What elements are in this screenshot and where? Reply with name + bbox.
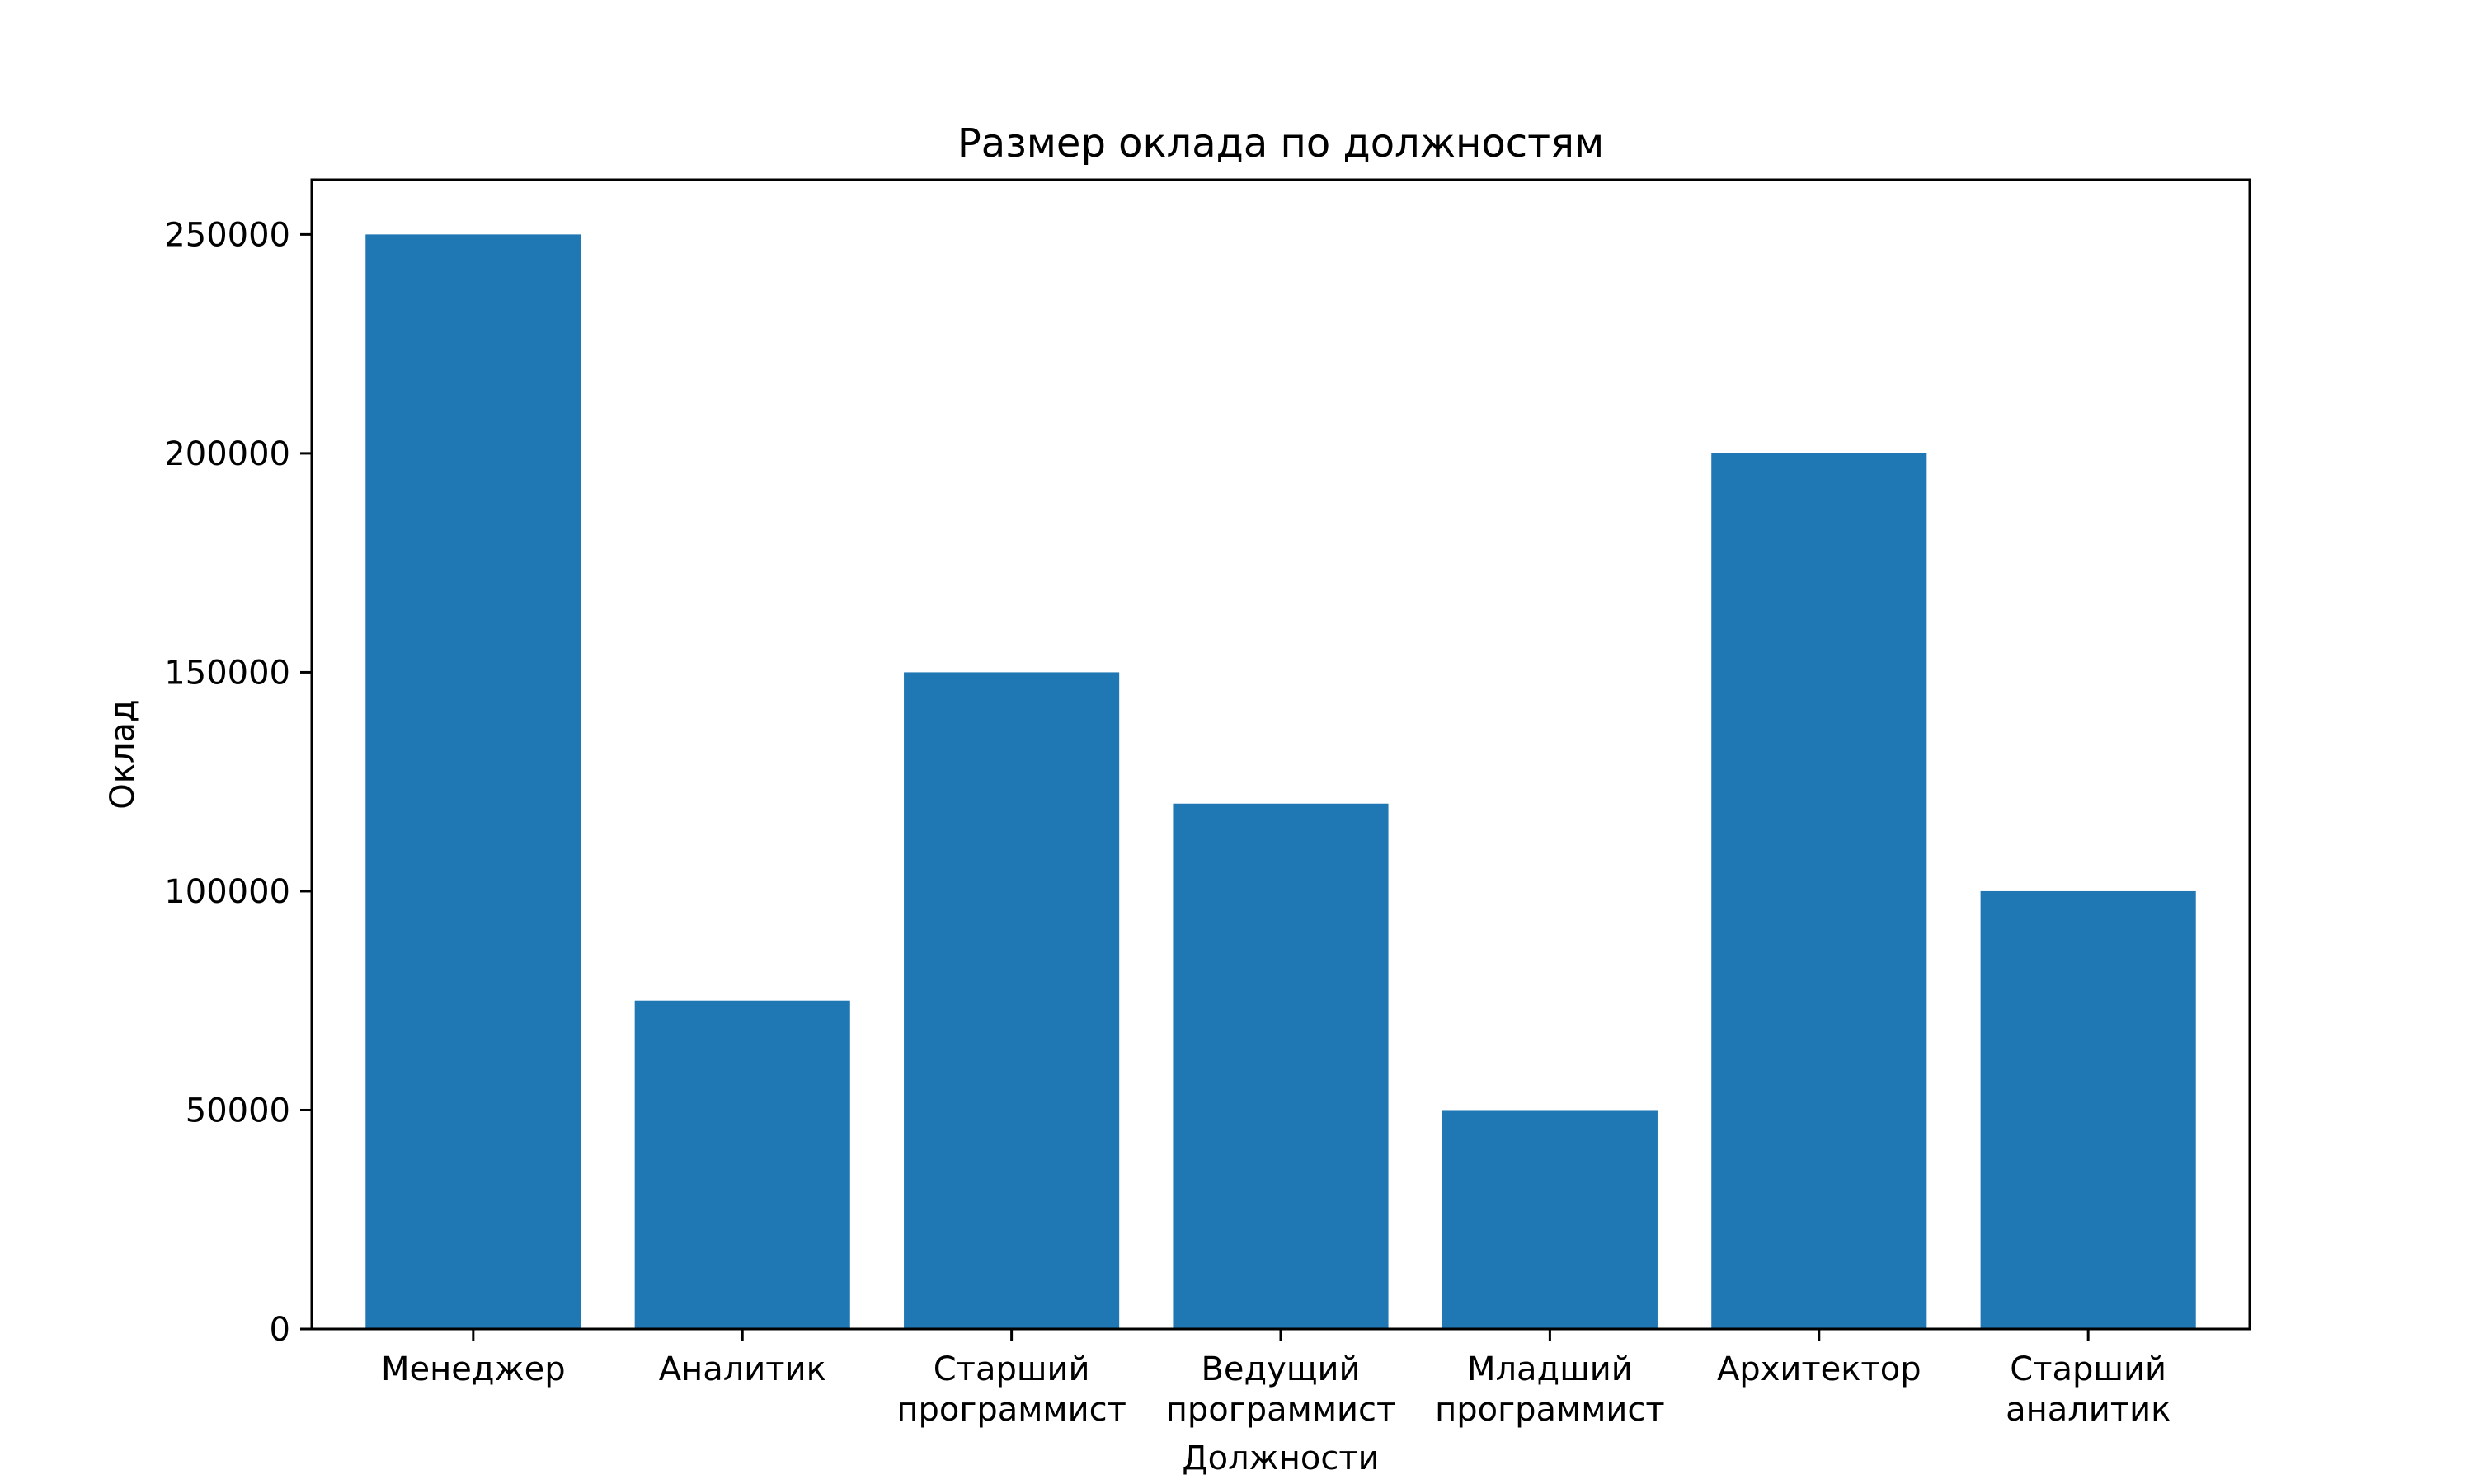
y-tick-label: 100000	[164, 873, 290, 911]
x-tick-label-line: программист	[1166, 1391, 1396, 1429]
x-tick-label-line: Ведущий	[1201, 1350, 1360, 1388]
x-tick-label-line: программист	[1435, 1391, 1665, 1429]
x-tick-label-line: Аналитик	[659, 1350, 826, 1388]
y-axis-ticks: 0 50000 100000 150000 200000 250000	[164, 216, 312, 1349]
bars-layer	[365, 234, 2196, 1329]
y-tick-label: 200000	[164, 435, 290, 473]
y-tick-label: 0	[270, 1311, 290, 1349]
x-tick-label: Младший программист	[1435, 1350, 1665, 1429]
x-tick-label-line: аналитик	[2006, 1391, 2171, 1429]
y-tick-label: 150000	[164, 654, 290, 692]
x-tick-label: Архитектор	[1717, 1350, 1921, 1388]
y-axis-title: Оклад	[104, 699, 142, 809]
x-tick-label: Старший аналитик	[2006, 1350, 2171, 1429]
x-tick-label: Ведущий программист	[1166, 1350, 1396, 1429]
bar-2	[634, 1000, 850, 1329]
x-tick-label-line: программист	[896, 1391, 1126, 1429]
bar-7	[1980, 890, 2196, 1329]
x-tick-label-line: Менеджер	[381, 1350, 566, 1388]
bar-5	[1442, 1110, 1658, 1329]
x-tick-label: Менеджер	[381, 1350, 566, 1388]
x-tick-label-line: Младший	[1467, 1350, 1633, 1388]
bar-1	[365, 234, 581, 1329]
y-tick-label: 50000	[186, 1092, 290, 1129]
y-tick-label: 250000	[164, 216, 290, 254]
x-axis-ticks: Менеджер Аналитик Старший программистВедущи…	[381, 1329, 2171, 1429]
x-tick-label-line: Архитектор	[1717, 1350, 1921, 1388]
x-tick-label: Старший программист	[896, 1350, 1126, 1429]
bar-3	[904, 672, 1120, 1329]
bar-6	[1711, 453, 1927, 1329]
x-tick-label-line: Старший	[934, 1350, 1090, 1388]
bar-4	[1173, 803, 1389, 1329]
chart-title: Размер оклада по должностям	[957, 120, 1604, 167]
x-tick-label-line: Старший	[2010, 1350, 2166, 1388]
x-axis-title: Должности	[1182, 1439, 1379, 1477]
x-tick-label: Аналитик	[659, 1350, 826, 1388]
